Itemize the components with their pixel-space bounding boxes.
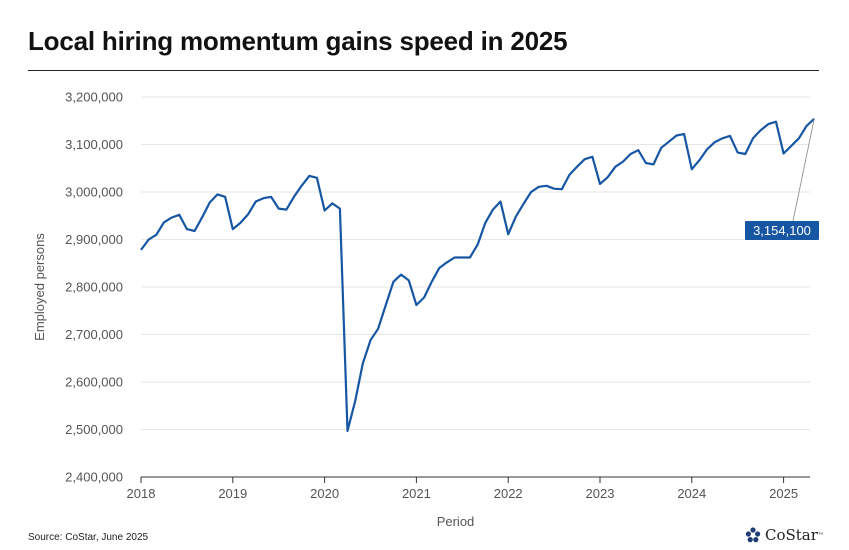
y-tick-label: 2,700,000 xyxy=(65,327,123,342)
costar-star-logo-icon xyxy=(745,527,761,543)
series-line-employed xyxy=(140,117,815,432)
source-note: Source: CoStar, June 2025 xyxy=(28,532,149,543)
y-tick-label: 2,900,000 xyxy=(65,232,123,247)
x-tick-label: 2024 xyxy=(677,486,706,501)
x-axis-title: Period xyxy=(437,514,475,529)
x-tick-label: 2022 xyxy=(494,486,523,501)
y-tick-label: 2,600,000 xyxy=(65,375,123,390)
y-tick-label: 3,100,000 xyxy=(65,137,123,152)
x-tick-label: 2019 xyxy=(218,486,247,501)
y-tick-label: 2,400,000 xyxy=(65,470,123,485)
gridlines xyxy=(141,96,810,430)
y-tick-label: 2,800,000 xyxy=(65,280,123,295)
x-tick-label: 2020 xyxy=(310,486,339,501)
y-tick-label: 3,000,000 xyxy=(65,185,123,200)
y-tick-label: 2,500,000 xyxy=(65,422,123,437)
x-tick-label: 2025 xyxy=(769,486,798,501)
brand-trademark: ™ xyxy=(817,531,824,539)
y-tick-label: 3,200,000 xyxy=(65,90,123,105)
x-tick-label: 2023 xyxy=(586,486,615,501)
y-axis-ticks: 2,400,000 2,500,000 2,600,000 2,700,000 2,80… xyxy=(65,90,123,485)
x-tick-label: 2021 xyxy=(402,486,431,501)
annotation-leader-line xyxy=(792,118,815,222)
annotation-label-box xyxy=(745,221,819,240)
costar-logo: CoStar ™ xyxy=(745,526,824,544)
brand-name: CoStar xyxy=(765,526,818,544)
x-axis-ticks: 2018 2019 2020 2021 2022 2023 2024 2025 xyxy=(127,477,798,501)
x-tick-label: 2018 xyxy=(127,486,156,501)
y-axis-title: Employed persons xyxy=(32,233,47,341)
chart-title: Local hiring momentum gains speed in 202… xyxy=(28,26,568,56)
annotation-label: 3,154,100 xyxy=(753,223,811,238)
title-divider xyxy=(28,70,819,71)
